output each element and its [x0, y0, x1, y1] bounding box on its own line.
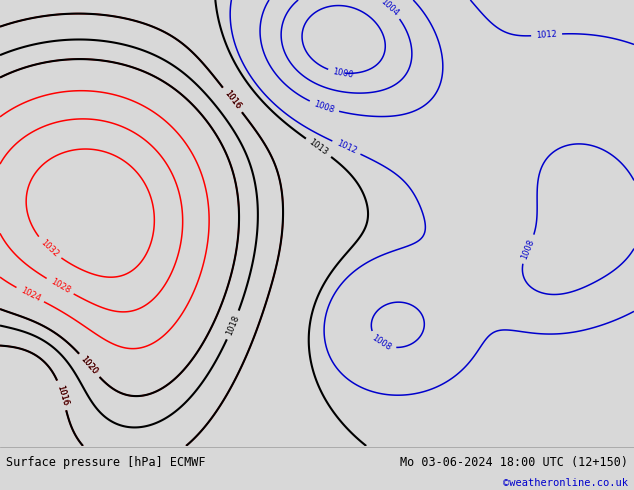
Text: Mo 03-06-2024 18:00 UTC (12+150): Mo 03-06-2024 18:00 UTC (12+150): [399, 456, 628, 469]
Text: 1000: 1000: [332, 67, 354, 79]
Text: 1008: 1008: [520, 238, 536, 261]
Text: 1024: 1024: [19, 286, 42, 303]
Text: 1016: 1016: [223, 89, 242, 111]
Text: 1013: 1013: [307, 138, 330, 157]
Text: 1016: 1016: [55, 384, 70, 407]
Text: 1028: 1028: [49, 277, 72, 295]
Text: Surface pressure [hPa] ECMWF: Surface pressure [hPa] ECMWF: [6, 456, 206, 469]
Text: 1016: 1016: [223, 89, 242, 111]
Text: 1018: 1018: [225, 314, 242, 337]
Text: 1012: 1012: [335, 139, 358, 156]
Text: 1008: 1008: [370, 333, 393, 353]
Text: 1004: 1004: [378, 0, 400, 18]
Text: 1016: 1016: [55, 384, 70, 407]
Text: 1020: 1020: [79, 354, 100, 376]
Text: 1020: 1020: [79, 354, 100, 376]
Text: 1008: 1008: [313, 99, 335, 115]
Text: 1012: 1012: [536, 29, 557, 40]
Text: ©weatheronline.co.uk: ©weatheronline.co.uk: [503, 478, 628, 489]
Text: 1032: 1032: [39, 238, 60, 259]
